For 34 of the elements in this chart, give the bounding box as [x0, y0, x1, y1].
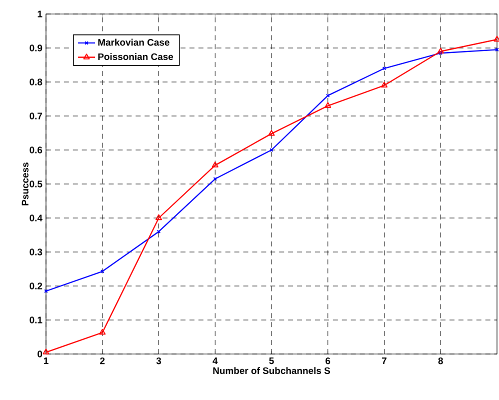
point [382, 66, 386, 70]
legend-label: Poissonian Case [98, 53, 174, 60]
y-tick-label: 0.7 [30, 112, 42, 120]
y-tick-label: 0.2 [30, 282, 42, 290]
x-tick-label: 1 [44, 358, 48, 364]
y-tick-label: 0.6 [30, 146, 42, 154]
point [437, 48, 444, 54]
y-tick-label: 0.9 [30, 44, 42, 52]
y-tick-label: 0.3 [30, 248, 42, 256]
y-tick-label: 1 [38, 10, 42, 18]
point [212, 162, 218, 168]
point [494, 36, 499, 42]
x-tick-label: 7 [382, 358, 386, 364]
point [155, 214, 162, 220]
y-tick-label: 0.5 [30, 180, 42, 188]
point [324, 102, 332, 108]
legend-label: Markovian Case [98, 38, 170, 46]
x-tick-label: 8 [438, 358, 443, 364]
y-axis-title: Psuccess [22, 162, 28, 206]
x-tick-label: 3 [156, 358, 162, 364]
y-tick-label: 0.4 [30, 214, 42, 222]
x-axis-title: Number of Subchannels S [213, 367, 330, 374]
x-tick-label: 2 [100, 358, 105, 364]
point [380, 82, 388, 88]
y-tick-label: 0.1 [30, 316, 42, 324]
x-tick-label: 6 [326, 358, 330, 364]
point [42, 348, 50, 354]
y-tick-label: 0.8 [30, 78, 42, 86]
point [156, 230, 161, 234]
x-tick-label: 5 [269, 358, 274, 364]
x-tick-label: 4 [212, 358, 218, 364]
y-tick-label: 0 [38, 350, 42, 358]
point [99, 328, 106, 335]
point [268, 130, 275, 136]
